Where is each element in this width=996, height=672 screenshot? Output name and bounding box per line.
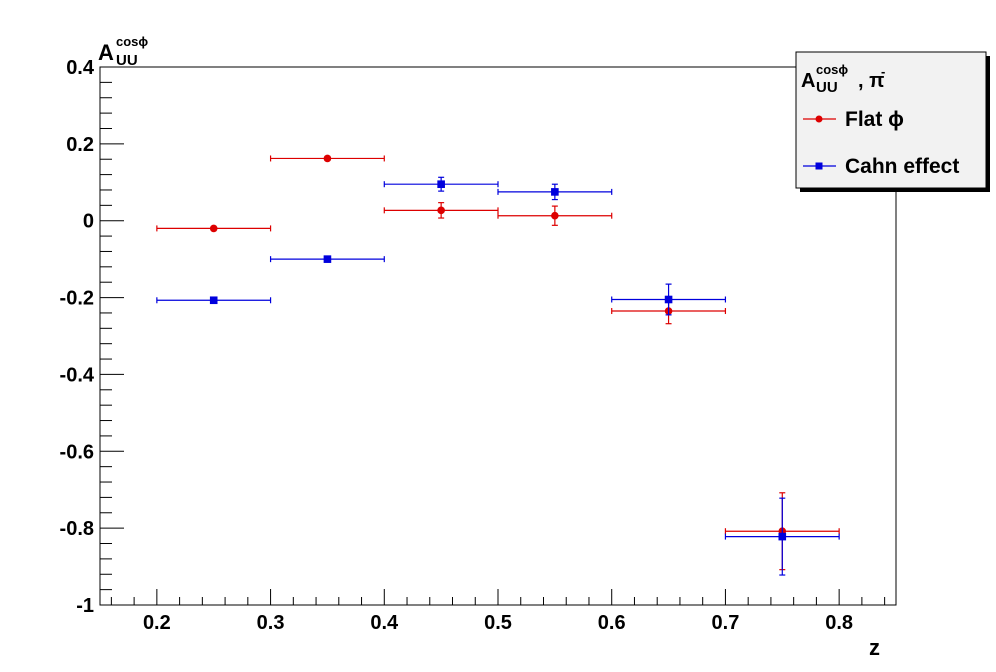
data-point-square <box>664 295 673 304</box>
series-flat-phi <box>156 154 840 571</box>
svg-text:UU: UU <box>816 79 838 96</box>
legend-title-sup: cosϕ <box>816 62 848 77</box>
y-axis-title-main: A <box>98 40 114 65</box>
y-tick-label: -0.8 <box>60 518 94 540</box>
legend-title: A cosϕ UU , π - <box>801 62 885 96</box>
legend-marker-flat-phi <box>815 115 823 123</box>
legend-marker-cahn-effect <box>815 162 823 170</box>
svg-text:A: A <box>801 70 815 92</box>
legend-title-rest-sup: - <box>881 64 885 79</box>
legend-box <box>795 51 987 189</box>
legend-entry-cahn-effect: Cahn effect <box>803 155 959 178</box>
x-tick-label: 0.8 <box>825 612 853 634</box>
x-tick-label: 0.3 <box>257 612 285 634</box>
y-tick-label: -0.6 <box>60 441 94 463</box>
svg-text:cosϕ: cosϕ <box>116 34 148 49</box>
legend-entry-flat-phi: Flat ϕ <box>803 108 904 131</box>
data-point-circle <box>437 206 445 215</box>
data-point-square <box>209 296 218 305</box>
legend-title-sub: UU <box>816 79 838 96</box>
svg-text:-: - <box>881 64 885 79</box>
svg-text:UU: UU <box>116 52 138 69</box>
x-tick-label: 0.7 <box>712 612 740 634</box>
legend-title-main: A <box>801 70 815 92</box>
y-tick-label: -1 <box>76 595 94 617</box>
data-point-circle <box>551 211 559 220</box>
x-tick-label: 0.2 <box>143 612 171 634</box>
y-axis-title-sub: UU <box>116 52 138 69</box>
x-axis: 0.2 0.3 0.4 0.5 0.6 0.7 0.8 <box>110 589 886 634</box>
y-tick-label: 0.2 <box>66 134 94 156</box>
x-tick-label: 0.4 <box>370 612 399 634</box>
y-tick-label: -0.2 <box>60 288 94 310</box>
svg-text:cosϕ: cosϕ <box>816 62 848 77</box>
data-point-square <box>323 255 332 263</box>
svg-text:A: A <box>98 40 114 65</box>
data-point-square <box>778 532 787 541</box>
legend-label-cahn-effect: Cahn effect <box>845 155 959 178</box>
plot-frame <box>99 66 897 606</box>
x-axis-title: z <box>869 635 880 660</box>
x-tick-label: 0.6 <box>598 612 626 634</box>
data-point-circle <box>209 224 218 233</box>
y-tick-label: 0 <box>83 211 94 233</box>
svg-text:, π: , π <box>858 70 884 92</box>
x-tick-label: 0.5 <box>484 612 512 634</box>
data-point-square <box>551 188 559 196</box>
legend-label-flat-phi: Flat ϕ <box>845 108 904 131</box>
legend-title-rest: , π <box>858 70 884 92</box>
data-series <box>156 154 840 576</box>
y-tick-label: -0.4 <box>60 364 95 386</box>
y-axis-title-sup: cosϕ <box>116 34 148 49</box>
legend: A cosϕ UU , π - Flat ϕ Cahn effect <box>795 51 990 192</box>
y-axis: -1 -0.8 -0.6 -0.4 -0.2 0 0.2 0.4 <box>60 57 124 617</box>
y-axis-title: A cosϕ UU <box>98 34 148 69</box>
data-point-circle <box>323 154 332 163</box>
series-cahn-effect <box>156 176 840 576</box>
y-tick-label: 0.4 <box>66 57 95 79</box>
data-point-square <box>437 180 445 189</box>
